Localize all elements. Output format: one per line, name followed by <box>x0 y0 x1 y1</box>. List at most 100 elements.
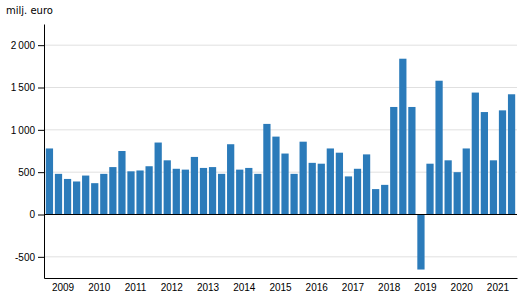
bar <box>218 174 225 215</box>
bar <box>82 176 89 215</box>
x-tick: 2010 <box>88 282 111 293</box>
x-tick-label: 2012 <box>161 282 184 293</box>
x-tick: 2020 <box>451 282 474 293</box>
y-tick-label: 0 <box>29 209 35 220</box>
y-tick: 2 000 <box>11 40 44 51</box>
grid-line <box>44 129 517 130</box>
y-tick: -500 <box>15 252 44 263</box>
y-tick: 1 000 <box>11 125 44 136</box>
y-tick-mark <box>38 88 44 89</box>
plot: -50005001 0001 5002 00020092010201120122… <box>11 25 518 294</box>
bar <box>435 81 442 215</box>
grid-line <box>44 87 517 88</box>
x-tick: 2009 <box>52 282 75 293</box>
x-tick: 2018 <box>378 282 401 293</box>
y-tick-mark <box>38 215 44 216</box>
zero-line <box>44 214 517 215</box>
x-tick-label: 2020 <box>451 282 474 293</box>
y-tick: 0 <box>29 209 44 220</box>
bar <box>64 179 71 215</box>
bar <box>136 170 143 214</box>
bar <box>327 148 334 214</box>
y-tick-mark <box>38 257 44 258</box>
x-axis-line <box>45 278 518 279</box>
y-tick-label: 2 000 <box>11 40 36 51</box>
bar <box>426 164 433 215</box>
bar <box>381 185 388 215</box>
y-tick-mark <box>38 172 44 173</box>
grid-line <box>44 45 517 46</box>
x-axis: 2009 2010 2011 2012 2013 2014 2015 2016 2017 2018… <box>45 279 518 294</box>
x-tick-label: 2021 <box>487 282 510 293</box>
bar <box>336 153 343 215</box>
bar <box>318 164 325 215</box>
x-tick: 2012 <box>161 282 184 293</box>
y-axis-line <box>44 25 45 279</box>
bar <box>200 168 207 215</box>
bar <box>508 94 515 214</box>
bar <box>463 148 470 214</box>
x-tick: 2019 <box>414 282 437 293</box>
y-tick: 1 500 <box>11 82 44 93</box>
bar <box>372 189 379 214</box>
grid-line <box>44 256 517 257</box>
bar <box>254 174 261 215</box>
x-tick-label: 2010 <box>88 282 111 293</box>
bar <box>263 124 270 215</box>
bar <box>191 157 198 215</box>
x-tick: 2015 <box>269 282 292 293</box>
bar <box>173 169 180 215</box>
bar <box>272 137 279 215</box>
y-axis-label: milj. euro <box>6 5 53 16</box>
bar <box>499 110 506 214</box>
bar <box>290 174 297 215</box>
x-tick: 2011 <box>125 282 147 293</box>
bar <box>281 154 288 215</box>
x-tick-label: 2018 <box>378 282 401 293</box>
x-tick-label: 2017 <box>342 282 365 293</box>
y-tick-mark <box>38 45 44 46</box>
bar <box>481 112 488 214</box>
bar <box>354 169 361 215</box>
bars <box>46 59 515 270</box>
y-tick-label: -500 <box>15 252 35 263</box>
x-tick-label: 2015 <box>269 282 292 293</box>
bar <box>490 160 497 214</box>
y-tick-label: 1 500 <box>11 82 36 93</box>
bar <box>155 143 162 215</box>
bar <box>145 166 152 214</box>
bar <box>390 107 397 215</box>
bar <box>454 172 461 214</box>
bar <box>408 107 415 215</box>
bar <box>55 174 62 215</box>
bar <box>363 154 370 214</box>
x-tick: 2014 <box>233 282 256 293</box>
x-tick: 2013 <box>197 282 220 293</box>
bar <box>445 160 452 214</box>
y-axis: -500 0 500 1 000 1 500 2 000 <box>11 25 45 279</box>
bar <box>236 170 243 215</box>
x-tick: 2016 <box>306 282 329 293</box>
x-tick: 2021 <box>487 282 510 293</box>
x-tick-label: 2019 <box>414 282 437 293</box>
x-tick: 2017 <box>342 282 365 293</box>
x-tick-label: 2013 <box>197 282 220 293</box>
grid-line <box>44 214 517 215</box>
bar <box>472 93 479 215</box>
bar <box>227 144 234 214</box>
bar <box>46 148 53 214</box>
bar <box>127 171 134 214</box>
bar <box>91 183 98 214</box>
bar <box>417 215 424 270</box>
bar <box>245 168 252 215</box>
bar <box>109 167 116 214</box>
bar <box>182 170 189 215</box>
chart: -50005001 0001 5002 00020092010201120122… <box>0 0 529 302</box>
y-tick: 500 <box>18 167 44 178</box>
grid <box>44 45 517 257</box>
bar <box>399 59 406 215</box>
y-tick-label: 1 000 <box>11 125 36 136</box>
bar <box>118 151 125 215</box>
bar <box>300 142 307 215</box>
bar <box>309 163 316 215</box>
